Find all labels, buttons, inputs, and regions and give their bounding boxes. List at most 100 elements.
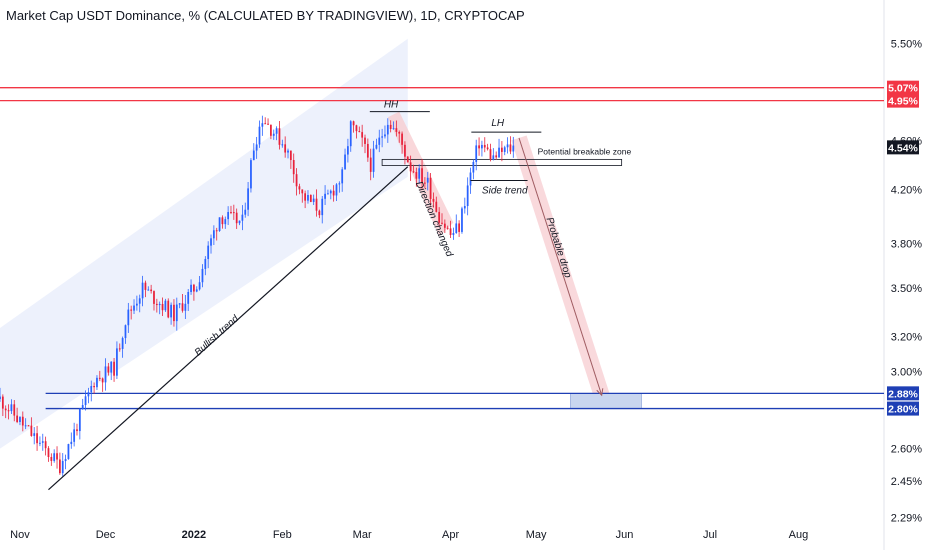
candle-body xyxy=(16,415,18,422)
candle-body xyxy=(230,212,232,214)
candle-body xyxy=(207,245,210,260)
candle-body xyxy=(261,123,264,127)
candle-body xyxy=(250,160,252,189)
candle-body xyxy=(90,386,93,393)
candle-body xyxy=(53,453,56,461)
candle-body xyxy=(36,433,38,444)
candle-body xyxy=(0,396,1,400)
candle-body xyxy=(195,289,198,292)
candle-body xyxy=(375,144,378,149)
price-tag-label: 4.95% xyxy=(888,96,918,108)
candle-body xyxy=(272,133,275,136)
candle-body xyxy=(107,366,110,373)
candle-body xyxy=(255,144,258,151)
y-tick-label: 3.00% xyxy=(891,366,922,378)
candle-body xyxy=(30,425,33,436)
bullish-channel xyxy=(0,38,408,449)
candle-body xyxy=(386,124,389,135)
candle-body xyxy=(358,131,361,133)
candle-body xyxy=(466,185,469,207)
candle-body xyxy=(61,461,64,474)
candle-body xyxy=(335,184,338,196)
candle-body xyxy=(366,143,369,158)
candle-body xyxy=(352,121,355,126)
candle-body xyxy=(500,147,503,152)
candle-body xyxy=(73,429,76,442)
candle-body xyxy=(150,289,153,292)
candle-body xyxy=(98,377,101,379)
candle-body xyxy=(284,144,287,153)
x-tick-label: Dec xyxy=(96,529,116,541)
y-tick-label: 2.60% xyxy=(891,444,922,456)
candle-body xyxy=(153,291,155,304)
candle-body xyxy=(178,303,181,305)
x-tick-label: Nov xyxy=(10,529,30,541)
candle-body xyxy=(486,147,489,150)
candle-body xyxy=(401,133,403,145)
candle-body xyxy=(198,282,201,290)
y-tick-label: 3.50% xyxy=(891,283,922,295)
candle-body xyxy=(144,282,147,290)
candle-body xyxy=(238,220,241,224)
y-tick-label: 3.80% xyxy=(891,239,922,251)
price-tag-support xyxy=(887,386,919,401)
candle-body xyxy=(161,303,164,311)
candle-body xyxy=(164,300,167,311)
price-tag-label: 4.54% xyxy=(888,142,918,154)
target-zone xyxy=(570,393,642,409)
candle-body xyxy=(44,441,47,449)
candle-body xyxy=(378,137,381,145)
candle-body xyxy=(158,303,161,306)
candle-body xyxy=(130,309,133,311)
candle-body xyxy=(307,194,309,201)
candle-body xyxy=(455,223,458,233)
candle-body xyxy=(498,147,500,158)
candle-body xyxy=(24,425,27,427)
candle-body xyxy=(181,303,184,311)
candle-body xyxy=(70,441,73,445)
y-tick-label: 2.29% xyxy=(891,512,922,524)
x-tick-label: Jul xyxy=(703,529,717,541)
candle-body xyxy=(321,198,324,216)
candle-body xyxy=(110,361,113,373)
candle-body xyxy=(50,457,53,461)
candle-body xyxy=(429,177,432,199)
candle-body xyxy=(113,361,115,376)
candle-body xyxy=(133,305,135,311)
candle-body xyxy=(483,144,486,148)
candle-body xyxy=(481,144,483,149)
x-tick-label: Jun xyxy=(616,529,634,541)
candle-body xyxy=(244,209,247,215)
candle-body xyxy=(47,448,50,458)
candle-body xyxy=(264,123,267,125)
candle-body xyxy=(212,230,215,239)
candle-body xyxy=(347,146,349,155)
candle-body xyxy=(295,174,298,187)
candle-body xyxy=(509,144,512,152)
candle-body xyxy=(58,459,61,474)
candle-body xyxy=(309,194,312,202)
side-trend-label: Side trend xyxy=(482,185,528,196)
candle-body xyxy=(372,148,375,172)
candle-body xyxy=(324,193,326,199)
hh-label: HH xyxy=(384,100,399,111)
candle-body xyxy=(421,168,423,183)
candle-body xyxy=(270,124,272,136)
candle-body xyxy=(435,201,438,212)
candle-body xyxy=(389,124,392,129)
candle-body xyxy=(218,217,221,231)
candle-body xyxy=(332,190,335,196)
candle-body xyxy=(64,459,67,462)
candle-body xyxy=(124,325,127,339)
candle-body xyxy=(355,125,358,132)
candle-body xyxy=(173,304,175,322)
candle-body xyxy=(361,132,364,138)
candle-body xyxy=(27,425,30,427)
candle-body xyxy=(438,211,441,223)
candle-body xyxy=(312,198,315,202)
candle-body xyxy=(141,282,144,299)
candle-body xyxy=(252,150,255,161)
candle-body xyxy=(204,259,207,269)
candle-body xyxy=(175,304,178,322)
